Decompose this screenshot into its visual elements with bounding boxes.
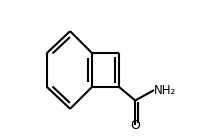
Text: O: O (130, 119, 140, 132)
Text: NH₂: NH₂ (154, 84, 176, 97)
